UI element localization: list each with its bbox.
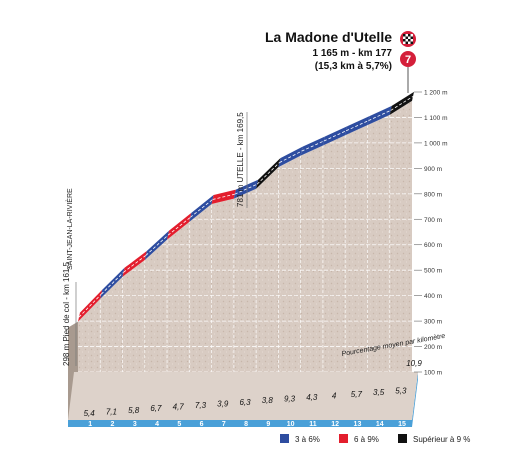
ground-layer <box>78 100 412 372</box>
km-label-5: 5 <box>177 421 181 428</box>
road-centerline-1 <box>78 293 102 318</box>
gradient-label-2: 5,8 <box>128 406 140 415</box>
road-centerline-4 <box>145 234 169 256</box>
altitude-tick-label-6: 700 m <box>424 217 442 224</box>
altitude-tick-label-0: 100 m <box>424 370 442 377</box>
gradient-label-14: 5,3 <box>395 387 407 396</box>
road-centerline-13 <box>346 120 369 132</box>
waypoint-start-sub: SAINT-JEAN-LA-RIVIÈRE <box>65 188 74 270</box>
road-centerline-11 <box>301 140 325 152</box>
legend-swatch-black <box>398 434 407 443</box>
road-segment-6 <box>189 195 214 222</box>
altitude-tick-label-1: 200 m <box>424 344 442 351</box>
km-label-15: 15 <box>398 421 406 428</box>
altitude-tick-label-3: 400 m <box>424 293 442 300</box>
km-label-1: 1 <box>88 421 92 428</box>
chart-title: La Madone d'Utelle <box>265 29 392 45</box>
gradient-label-5: 7,3 <box>195 401 207 410</box>
km-label-6: 6 <box>200 421 204 428</box>
road-centerline-12 <box>323 130 347 142</box>
km-label-3: 3 <box>133 421 137 428</box>
km-label-14: 14 <box>376 421 384 428</box>
altitude-tick-label-9: 1 000 m <box>424 140 448 147</box>
ground-surface <box>78 100 412 372</box>
gradient-label-10: 4,3 <box>306 393 318 402</box>
road-segment-3 <box>122 251 147 277</box>
km-label-9: 9 <box>266 421 270 428</box>
legend-swatch-red <box>339 434 348 443</box>
gradient-label-7: 6,3 <box>239 398 251 407</box>
road-centerline-14 <box>368 110 391 121</box>
legend-label-black: Supérieur à 9 % <box>413 435 470 444</box>
legend-label-blue: 3 à 6% <box>295 435 320 444</box>
waypoint-utelle: 781 m UTELLE - km 169,5 <box>236 112 245 207</box>
summary-line-2: (15,3 km à 5,7%) <box>315 61 392 72</box>
km-label-11: 11 <box>309 421 317 428</box>
gradient-label-12: 5,7 <box>351 390 363 399</box>
altitude-tick-label-7: 800 m <box>424 191 442 198</box>
road-centerline-10 <box>279 150 302 163</box>
gradient-label-6: 3,9 <box>217 399 229 408</box>
base-road <box>68 372 418 427</box>
altitude-tick-label-11: 1 200 m <box>424 90 448 97</box>
road-centerline-9 <box>256 162 280 185</box>
gradient-label-8: 3,8 <box>262 396 274 405</box>
waypoint-start-label: 298 m Pied de col - km 161,5 <box>62 261 71 366</box>
legend: 3 à 6% 6 à 9% Supérieur à 9 % <box>280 434 470 444</box>
km-label-12: 12 <box>331 421 339 428</box>
gradient-label-15: 10,9 <box>406 359 422 368</box>
altitude-tick-label-8: 900 m <box>424 166 442 173</box>
km-label-10: 10 <box>287 421 295 428</box>
gradient-label-4: 4,7 <box>173 403 185 412</box>
gradient-label-1: 7,1 <box>106 407 117 416</box>
road-centerline-8 <box>234 183 258 195</box>
base-layer: 1 2 3 4 5 6 7 8 9 10 11 12 13 14 15 <box>68 372 418 428</box>
gradient-label-9: 9,3 <box>284 395 296 404</box>
km-label-4: 4 <box>155 421 159 428</box>
altitude-tick-label-2: 300 m <box>424 319 442 326</box>
gradient-label-3: 6,7 <box>150 404 162 413</box>
km-label-2: 2 <box>111 421 115 428</box>
gradient-label-11: 4 <box>332 391 337 400</box>
altitude-tick-label-10: 1 100 m <box>424 115 448 122</box>
altitude-axis: 100 m 200 m 300 m 400 m 500 m 600 m 700 m 800 m… <box>414 90 448 377</box>
category-badge: 7 <box>405 54 411 66</box>
base-plate <box>68 372 418 420</box>
waypoint-start: 298 m Pied de col - km 161,5 SAINT-JEAN-… <box>62 188 74 366</box>
summit-flag-icon <box>400 31 416 47</box>
road-segment-15 <box>389 91 414 115</box>
km-label-8: 8 <box>244 421 248 428</box>
km-label-7: 7 <box>222 421 226 428</box>
road-segment-5 <box>167 212 192 240</box>
legend-swatch-blue <box>280 434 289 443</box>
gradient-label-0: 5,4 <box>84 409 96 418</box>
altitude-tick-label-4: 500 m <box>424 268 442 275</box>
road-centerline-2 <box>100 272 124 295</box>
gradient-label-13: 3,5 <box>373 388 385 397</box>
category-badge-icon: 7 <box>400 51 416 67</box>
altitude-tick-label-5: 600 m <box>424 242 442 249</box>
road-centerline-7 <box>212 193 235 200</box>
km-label-13: 13 <box>354 421 362 428</box>
road-centerline-15 <box>390 96 414 111</box>
legend-label-red: 6 à 9% <box>354 435 379 444</box>
road-layer <box>78 91 414 322</box>
label-layer: 5,4 7,1 5,8 6,7 4,7 7,3 3,9 6,3 3,8 9,3 4,3 4 5,7 3,5… <box>84 359 423 418</box>
summary-line-1: 1 165 m - km 177 <box>313 48 393 59</box>
waypoint-utelle-label: 781 m UTELLE - km 169,5 <box>236 112 245 207</box>
